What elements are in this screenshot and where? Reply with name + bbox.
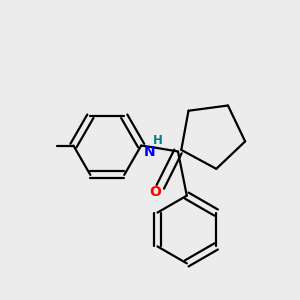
Text: N: N xyxy=(144,146,156,159)
Text: H: H xyxy=(153,134,163,147)
Text: O: O xyxy=(149,185,161,199)
